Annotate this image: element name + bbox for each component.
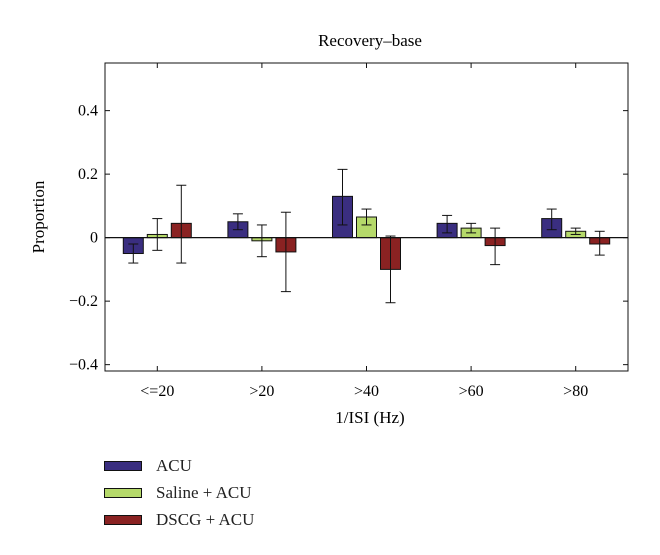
x-tick-label: >60 (459, 383, 484, 400)
x-tick-label: >20 (249, 383, 274, 400)
legend-item: ACU (104, 452, 254, 479)
y-tick-label: 0.2 (78, 166, 98, 183)
legend-label: Saline + ACU (156, 482, 252, 502)
legend-swatch (104, 514, 142, 525)
legend-swatch (104, 487, 142, 498)
x-tick-label: >40 (354, 383, 379, 400)
legend-swatch (104, 460, 142, 471)
plot-area: −0.4 −0.2 0 0.2 0.4 <=20 >20 >40 >60 >80 (69, 62, 629, 400)
x-tick-label: >80 (563, 383, 588, 400)
legend-label: ACU (156, 455, 192, 475)
bar-chart: Recovery–base 1/ISI (Hz) Proportion −0.4… (29, 31, 629, 427)
y-tick-label: −0.2 (69, 293, 98, 310)
y-tick-label: −0.4 (69, 357, 98, 374)
y-tick-label: 0 (90, 230, 98, 247)
legend: ACU Saline + ACU DSCG + ACU (104, 452, 254, 533)
chart-title: Recovery–base (318, 31, 422, 50)
y-tick-label: 0.4 (78, 103, 98, 120)
y-axis-label: Proportion (29, 180, 48, 253)
legend-item: DSCG + ACU (104, 506, 254, 533)
x-tick-label: <=20 (140, 383, 174, 400)
legend-label: DSCG + ACU (156, 509, 255, 529)
x-axis-label: 1/ISI (Hz) (335, 408, 404, 427)
legend-item: Saline + ACU (104, 479, 254, 506)
